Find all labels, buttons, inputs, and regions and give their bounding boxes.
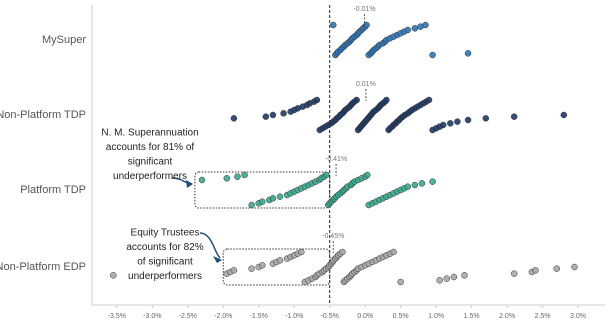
data-point bbox=[429, 51, 436, 59]
median-label: -0.41% bbox=[325, 156, 347, 163]
data-point bbox=[464, 116, 472, 124]
annotation-box bbox=[222, 248, 331, 286]
annotation-box bbox=[194, 171, 331, 209]
x-tick-label: -3.0% bbox=[143, 313, 161, 320]
data-point bbox=[280, 110, 287, 117]
data-point bbox=[276, 193, 284, 200]
data-point bbox=[223, 175, 231, 182]
arrow-head bbox=[213, 256, 222, 263]
data-point bbox=[322, 171, 330, 179]
data-point bbox=[269, 195, 277, 202]
arrow-head bbox=[186, 180, 193, 188]
data-point bbox=[454, 118, 461, 125]
annotation-text: of significant bbox=[137, 257, 193, 268]
x-tick-label: 1.5% bbox=[464, 313, 480, 320]
data-point bbox=[510, 270, 518, 277]
data-point bbox=[241, 171, 248, 179]
data-point bbox=[422, 21, 429, 29]
data-point bbox=[110, 272, 117, 279]
data-point bbox=[390, 248, 397, 256]
x-tick-label: 2.0% bbox=[499, 313, 515, 320]
data-point bbox=[248, 201, 255, 209]
median-label: 0.01% bbox=[356, 81, 376, 88]
data-point bbox=[234, 173, 241, 180]
data-point bbox=[418, 180, 426, 187]
data-point bbox=[230, 115, 238, 122]
annotation-text: accounts for 82% bbox=[126, 242, 203, 253]
annotation-text: underperformers bbox=[128, 271, 202, 282]
data-point bbox=[461, 272, 468, 279]
annotation-text: Equity Trustees bbox=[131, 228, 200, 239]
x-tick-label: 2.5% bbox=[535, 313, 551, 320]
data-point bbox=[262, 113, 270, 120]
x-tick-label: 0.5% bbox=[393, 313, 409, 320]
data-point bbox=[404, 183, 411, 190]
data-point bbox=[248, 265, 255, 272]
x-tick-label: -1.0% bbox=[285, 313, 303, 320]
data-point bbox=[363, 21, 370, 29]
x-tick-label: -3.5% bbox=[108, 313, 126, 320]
data-point bbox=[571, 263, 578, 271]
data-point bbox=[436, 277, 443, 284]
category-label: Non-Platform EDP bbox=[0, 261, 86, 273]
data-point bbox=[464, 50, 472, 57]
x-tick-label: 1.0% bbox=[428, 313, 444, 320]
x-tick-label: 0.0% bbox=[357, 313, 373, 320]
x-tick-label: 3.0% bbox=[570, 313, 586, 320]
data-point bbox=[439, 121, 447, 129]
annotation-text: N. M. Superannuation bbox=[101, 128, 198, 139]
data-point bbox=[450, 273, 458, 281]
data-point bbox=[425, 96, 433, 104]
data-point bbox=[329, 21, 337, 29]
data-point bbox=[353, 96, 360, 104]
category-label: MySuper bbox=[42, 34, 86, 46]
data-point bbox=[339, 248, 346, 256]
annotation-text: accounts for 81% of bbox=[106, 142, 195, 153]
data-point bbox=[404, 26, 411, 34]
data-point bbox=[510, 113, 518, 120]
median-label: -0.45% bbox=[322, 233, 344, 240]
data-point bbox=[269, 111, 277, 119]
annotation-text: underperformers bbox=[113, 171, 187, 182]
data-point bbox=[230, 267, 238, 274]
category-label: Platform TDP bbox=[20, 184, 86, 196]
data-point bbox=[482, 115, 490, 122]
data-point bbox=[429, 178, 436, 185]
data-point bbox=[364, 171, 371, 179]
data-point bbox=[560, 111, 568, 119]
data-point bbox=[411, 181, 419, 189]
x-tick-label: -2.5% bbox=[179, 313, 197, 320]
annotation-arrow bbox=[199, 232, 221, 259]
data-point bbox=[276, 257, 284, 264]
data-point bbox=[447, 120, 454, 127]
data-point bbox=[313, 96, 321, 104]
data-point bbox=[259, 262, 266, 269]
data-point bbox=[443, 275, 451, 282]
median-label: -0.01% bbox=[353, 6, 375, 13]
data-point bbox=[411, 25, 419, 32]
x-tick-label: -2.0% bbox=[214, 313, 232, 320]
data-point bbox=[259, 198, 266, 205]
category-label: Non-Platform TDP bbox=[0, 109, 86, 121]
data-point bbox=[553, 265, 561, 272]
data-point bbox=[198, 176, 206, 184]
x-tick-label: -1.5% bbox=[250, 313, 268, 320]
data-point bbox=[383, 96, 390, 104]
annotation-text: significant bbox=[128, 157, 173, 168]
data-point bbox=[397, 278, 404, 286]
data-point bbox=[532, 267, 539, 274]
data-point bbox=[298, 248, 305, 256]
x-tick-label: -0.5% bbox=[321, 313, 339, 320]
